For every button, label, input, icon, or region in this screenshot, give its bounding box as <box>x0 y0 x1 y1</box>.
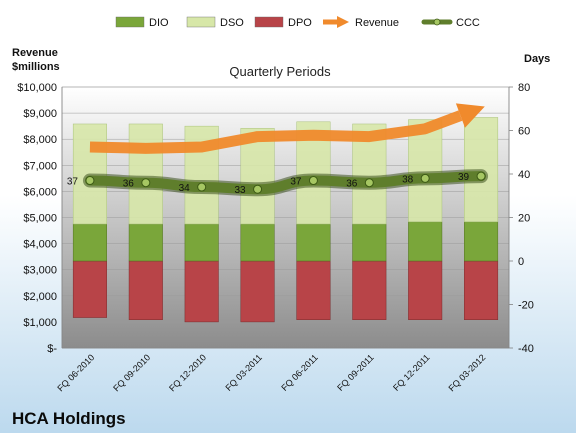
left-axis-label-line1: Revenue <box>12 47 58 59</box>
legend-item-dio: DIO <box>115 16 169 29</box>
left-tick-label: $5,000 <box>23 213 57 225</box>
company-name: HCA Holdings <box>12 409 126 428</box>
legend-item-dso: DSO <box>186 16 244 29</box>
legend-label: DPO <box>288 17 312 29</box>
bar-dso <box>408 119 443 223</box>
chart-title: Quarterly Periods <box>229 64 331 79</box>
left-tick-label: $10,000 <box>17 82 57 94</box>
legend-label: CCC <box>456 17 480 29</box>
left-tick-label: $6,000 <box>23 186 57 198</box>
bar-dpo <box>408 260 443 320</box>
left-tick-label: $- <box>47 343 57 355</box>
right-tick-label: 80 <box>518 82 530 94</box>
legend-label: Revenue <box>355 17 399 29</box>
line-series: 37 36 34 33 37 36 38 39 <box>67 103 489 196</box>
right-axis-label: Days <box>524 53 550 65</box>
bar-dpo <box>72 260 107 318</box>
legend-swatch <box>186 16 216 28</box>
right-tick-label: -40 <box>518 343 534 355</box>
legend-item-ccc: CCC <box>421 17 480 29</box>
ccc-data-label: 39 <box>458 172 470 183</box>
left-axis-label-line2: $millions <box>12 61 60 73</box>
bar-dpo <box>128 260 163 320</box>
left-tick-label: $7,000 <box>23 160 57 172</box>
ccc-point <box>253 184 263 194</box>
legend-swatch <box>254 16 284 28</box>
bar-dso <box>128 123 163 225</box>
left-tick-label: $9,000 <box>23 108 57 120</box>
bar-dio <box>72 223 107 262</box>
bar-dio <box>352 223 387 262</box>
right-tick-label: 60 <box>518 126 530 138</box>
legend-item-dpo: DPO <box>254 16 312 29</box>
ccc-point <box>197 182 207 192</box>
ccc-data-label: 36 <box>123 179 135 190</box>
bar-dpo <box>184 260 219 323</box>
ccc-point <box>476 171 486 181</box>
left-tick-label: $4,000 <box>23 239 57 251</box>
legend-label: DIO <box>149 17 169 29</box>
bar-dso <box>240 128 275 225</box>
bar-dio <box>296 223 331 262</box>
ccc-data-label: 36 <box>346 179 358 190</box>
legend: DIO DSO DPO Revenue CCC <box>115 16 480 29</box>
ccc-point <box>364 178 374 188</box>
ccc-data-label: 38 <box>402 174 414 185</box>
bar-dio <box>184 223 219 262</box>
ccc-point <box>308 176 318 186</box>
ccc-point <box>85 176 95 186</box>
bar-dpo <box>352 260 387 320</box>
bar-dio <box>408 221 443 262</box>
ccc-data-label: 37 <box>67 177 79 188</box>
legend-arrowhead <box>337 16 349 28</box>
left-tick-label: $3,000 <box>23 265 57 277</box>
legend-marker <box>433 18 441 26</box>
legend-item-revenue: Revenue <box>323 16 399 29</box>
ccc-data-label: 37 <box>290 177 302 188</box>
revenue-arrowhead <box>455 103 485 128</box>
ccc-line <box>84 171 487 195</box>
ccc-data-label: 34 <box>179 183 191 194</box>
legend-swatch <box>115 16 145 28</box>
bar-dio <box>128 223 163 262</box>
left-tick-label: $8,000 <box>23 134 57 146</box>
bar-dio <box>464 221 499 262</box>
legend-label: DSO <box>220 17 244 29</box>
left-tick-label: $2,000 <box>23 291 57 303</box>
ccc-data-label: 33 <box>234 185 246 196</box>
bar-dio <box>240 223 275 262</box>
revenue-line <box>89 110 463 154</box>
ccc-point <box>141 178 151 188</box>
bar-dpo <box>240 260 275 323</box>
right-tick-label: -20 <box>518 300 534 312</box>
bar-dpo <box>464 260 499 320</box>
right-tick-label: 40 <box>518 169 530 181</box>
left-tick-label: $1,000 <box>23 317 57 329</box>
ccc-point <box>420 173 430 183</box>
right-tick-label: 20 <box>518 213 530 225</box>
bar-dpo <box>296 260 331 320</box>
right-tick-label: 0 <box>518 256 524 268</box>
